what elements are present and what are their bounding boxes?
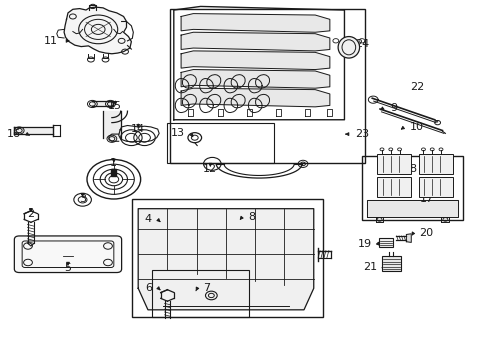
Polygon shape [366,199,457,217]
FancyBboxPatch shape [14,236,122,273]
Bar [170,9,365,163]
Bar [418,177,452,197]
Bar [376,177,410,197]
Polygon shape [181,88,329,107]
Polygon shape [406,234,410,242]
Text: 14: 14 [131,124,145,134]
Polygon shape [181,69,329,88]
Bar [378,238,392,247]
Text: 20: 20 [418,228,432,238]
Polygon shape [138,209,313,310]
Text: 13: 13 [171,129,184,138]
Text: 10: 10 [409,122,424,132]
Text: 1: 1 [110,158,117,168]
Text: 23: 23 [354,129,368,139]
Text: 3: 3 [79,194,86,204]
Text: 11: 11 [44,36,58,46]
Text: 24: 24 [354,40,368,49]
Bar [381,256,400,271]
Polygon shape [111,169,116,176]
Text: 16: 16 [7,129,21,139]
Text: 21: 21 [362,262,376,272]
Text: 7: 7 [203,283,210,293]
Text: 2: 2 [27,209,35,219]
Text: 17: 17 [419,194,433,204]
Bar [132,199,322,317]
Polygon shape [181,14,329,32]
Bar [418,154,452,174]
Text: 18: 18 [403,163,417,174]
Text: 5: 5 [64,263,71,273]
Bar [361,156,462,220]
Bar [152,270,249,317]
Polygon shape [181,51,329,69]
Text: 9: 9 [389,103,396,113]
Ellipse shape [337,37,359,58]
Bar [376,154,410,174]
Polygon shape [181,32,329,51]
Text: 4: 4 [144,215,152,224]
Text: 19: 19 [357,239,371,249]
Polygon shape [64,7,131,54]
Text: 12: 12 [203,164,217,174]
Bar [167,123,273,163]
Text: 15: 15 [108,101,122,111]
Text: 6: 6 [144,283,152,293]
Text: 22: 22 [409,82,424,92]
Text: 8: 8 [248,212,255,221]
